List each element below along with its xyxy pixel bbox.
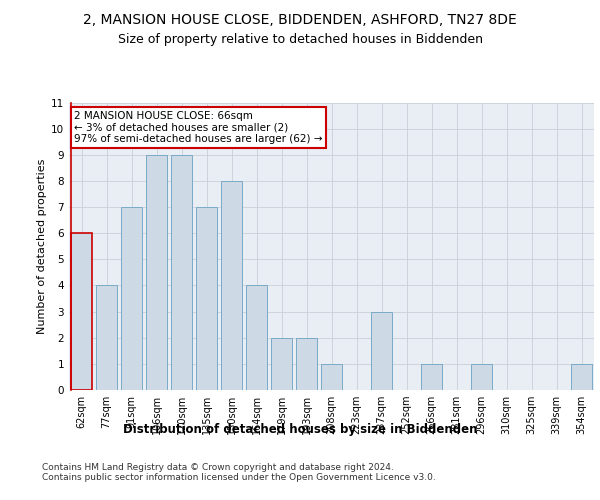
Bar (221, 181, 242, 390)
Text: Contains HM Land Registry data © Crown copyright and database right 2024.
Contai: Contains HM Land Registry data © Crown c… (42, 462, 436, 482)
Bar (71, 233, 92, 390)
Bar (121, 207, 142, 390)
Bar (271, 338, 292, 390)
Bar (371, 312, 392, 390)
Bar (321, 364, 342, 390)
Bar (246, 286, 267, 390)
Bar (421, 364, 442, 390)
Bar (196, 207, 217, 390)
Text: Distribution of detached houses by size in Biddenden: Distribution of detached houses by size … (123, 422, 477, 436)
Bar (296, 338, 317, 390)
Bar (471, 364, 492, 390)
Y-axis label: Number of detached properties: Number of detached properties (37, 158, 47, 334)
Bar (146, 155, 167, 390)
Bar (171, 155, 192, 390)
Text: 2 MANSION HOUSE CLOSE: 66sqm
← 3% of detached houses are smaller (2)
97% of semi: 2 MANSION HOUSE CLOSE: 66sqm ← 3% of det… (74, 111, 323, 144)
Text: Size of property relative to detached houses in Biddenden: Size of property relative to detached ho… (118, 32, 482, 46)
Bar (571, 364, 592, 390)
Text: 2, MANSION HOUSE CLOSE, BIDDENDEN, ASHFORD, TN27 8DE: 2, MANSION HOUSE CLOSE, BIDDENDEN, ASHFO… (83, 12, 517, 26)
Bar (96, 286, 117, 390)
